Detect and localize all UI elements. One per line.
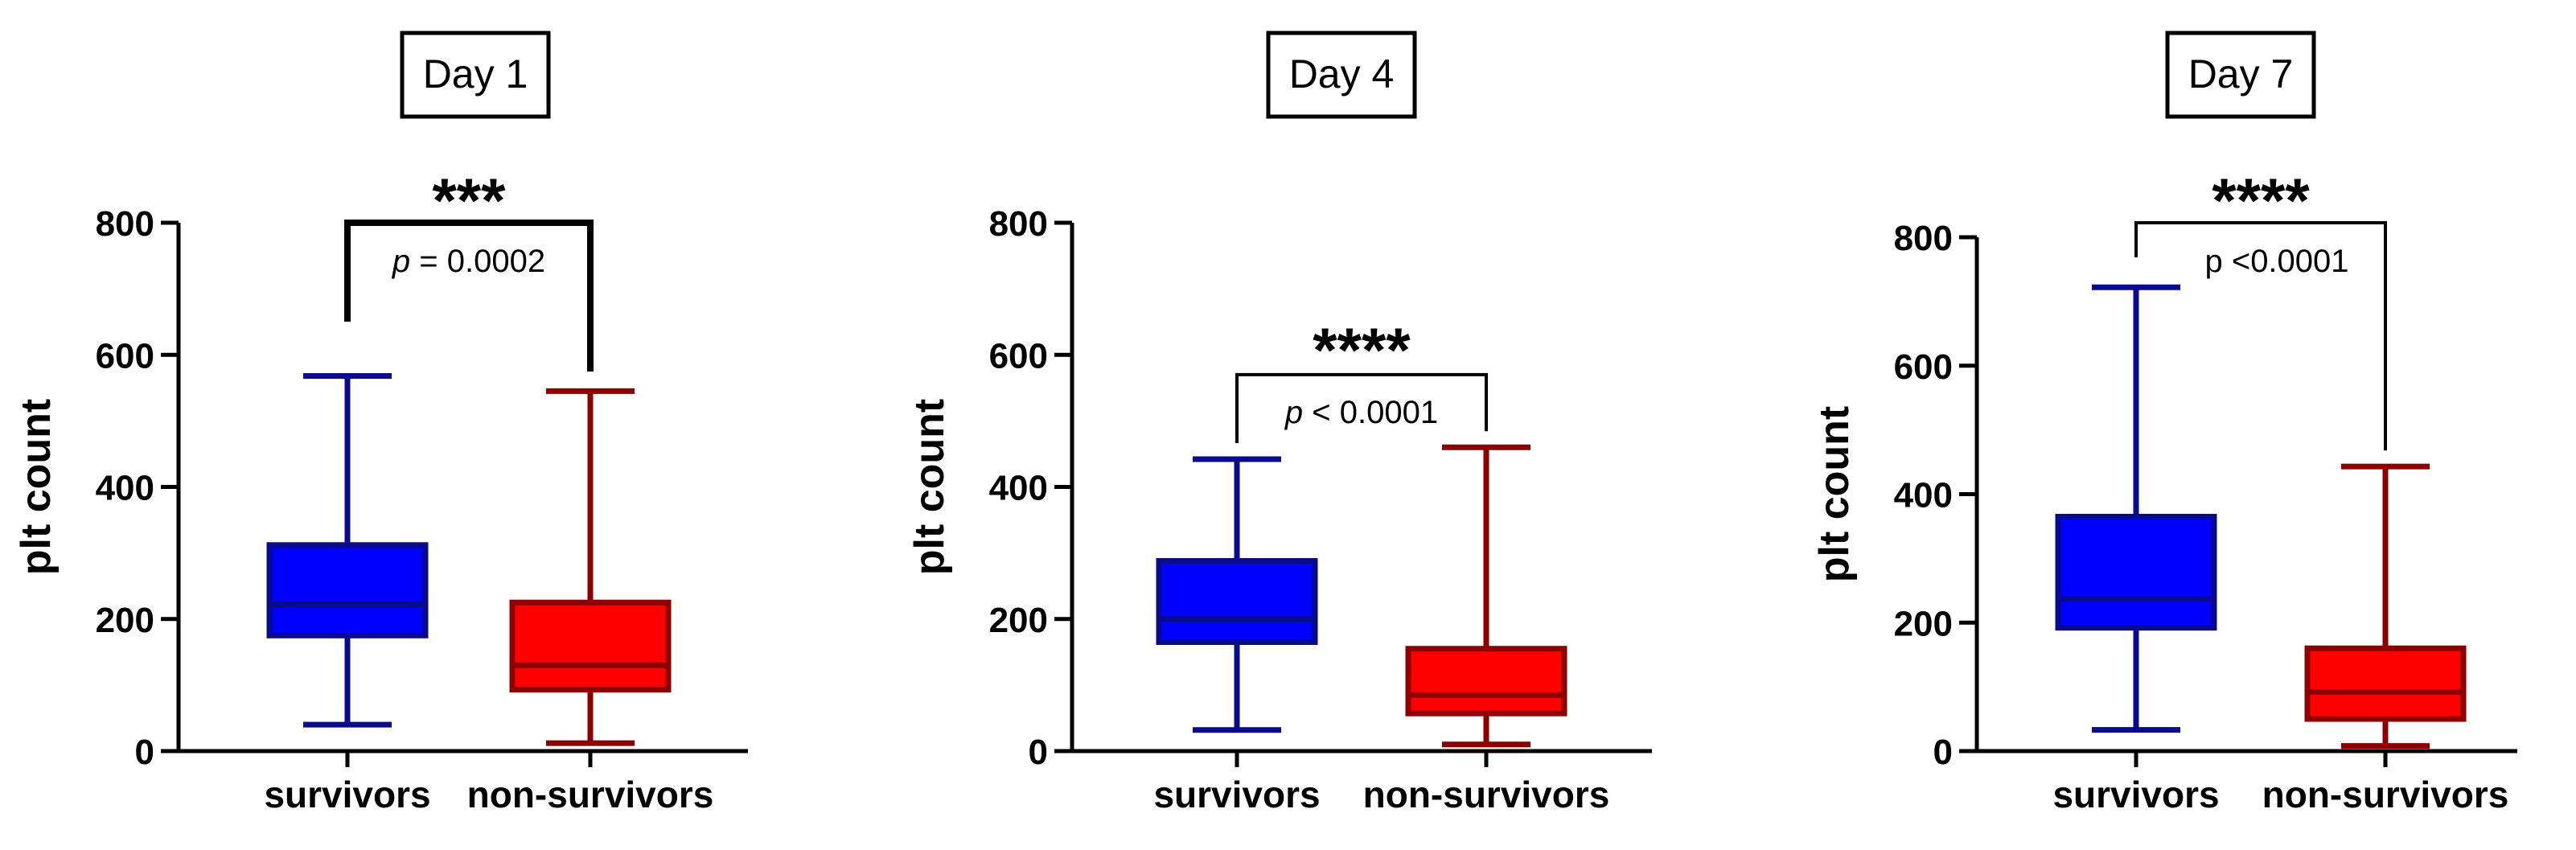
box-non-survivors [1405,444,1567,748]
p-value-label: p = 0.0002 [392,244,545,279]
y-tick-label: 400 [96,469,154,508]
x-tick-label: survivors [1153,774,1320,815]
p-value: < 0.0001 [1303,395,1438,430]
iqr-box [266,542,429,639]
y-tick-label: 800 [989,204,1048,244]
p-symbol: p [392,244,410,279]
box-non-survivors [509,388,672,746]
box-survivors [2055,284,2217,733]
significance-bracket: *** p = 0.0002 [344,165,594,372]
significance-stars: *** [432,165,506,236]
y-tick-label: 0 [1029,733,1048,772]
y-tick-label: 200 [96,601,154,640]
box-survivors [266,373,429,728]
y-tick-label: 0 [135,733,154,772]
iqr-box [2055,513,2217,631]
y-tick-label: 600 [989,336,1048,376]
y-axis-label: plt count [906,399,953,576]
y-tick-label: 600 [1894,347,1953,387]
y-tick-label: 400 [989,469,1048,508]
chart-panel-3: Day 7 0 200 400 600 800 plt count survivors non-… [1811,31,2517,815]
significance-bracket: **** p < 0.0001 [1235,314,1488,444]
y-tick-label: 0 [1933,733,1953,772]
p-value-label: p <0.0001 [2204,244,2348,279]
iqr-box [1405,646,1567,717]
y-axis-label: plt count [1811,406,1858,583]
y-tick-label: 200 [1894,604,1953,643]
p-value: p <0.0001 [2204,244,2348,279]
chart-title-box [400,31,551,119]
chart-title-box [1266,31,1417,119]
x-tick-label: survivors [264,774,430,815]
significance-bracket: **** p <0.0001 [2134,165,2387,451]
iqr-box [509,599,672,693]
p-value: = 0.0002 [410,244,545,279]
chart-title-box [2165,31,2316,119]
bracket-line [344,220,594,372]
y-tick-label: 800 [96,204,154,244]
y-tick-label: 200 [989,601,1048,640]
iqr-box [1156,557,1318,645]
y-tick-label: 400 [1894,476,1953,515]
x-tick-label: non-survivors [467,774,714,815]
chart-title: Day 7 [2188,51,2294,96]
chart-panel-2: Day 4 0 200 400 600 800 plt count survivors non-… [906,31,1652,815]
y-tick-label: 600 [96,336,154,376]
x-tick-label: non-survivors [2262,774,2509,815]
chart-title: Day 1 [423,51,528,96]
significance-stars: **** [1313,314,1411,385]
p-symbol: p [1284,395,1303,430]
iqr-box [2304,645,2467,722]
bracket-line [1235,372,1488,444]
significance-stars: **** [2212,165,2310,236]
chart-title: Day 4 [1289,51,1395,96]
x-tick-label: non-survivors [1363,774,1610,815]
p-value-label: p < 0.0001 [1284,395,1438,430]
box-survivors [1156,456,1318,733]
y-axis-label: plt count [13,399,60,576]
y-tick-label: 800 [1894,219,1953,258]
chart-panel-1: Day 1 0 200 400 600 800 plt count survivors non-… [13,31,748,815]
x-tick-label: survivors [2052,774,2219,815]
box-non-survivors [2304,463,2467,749]
bracket-line [2134,221,2387,451]
